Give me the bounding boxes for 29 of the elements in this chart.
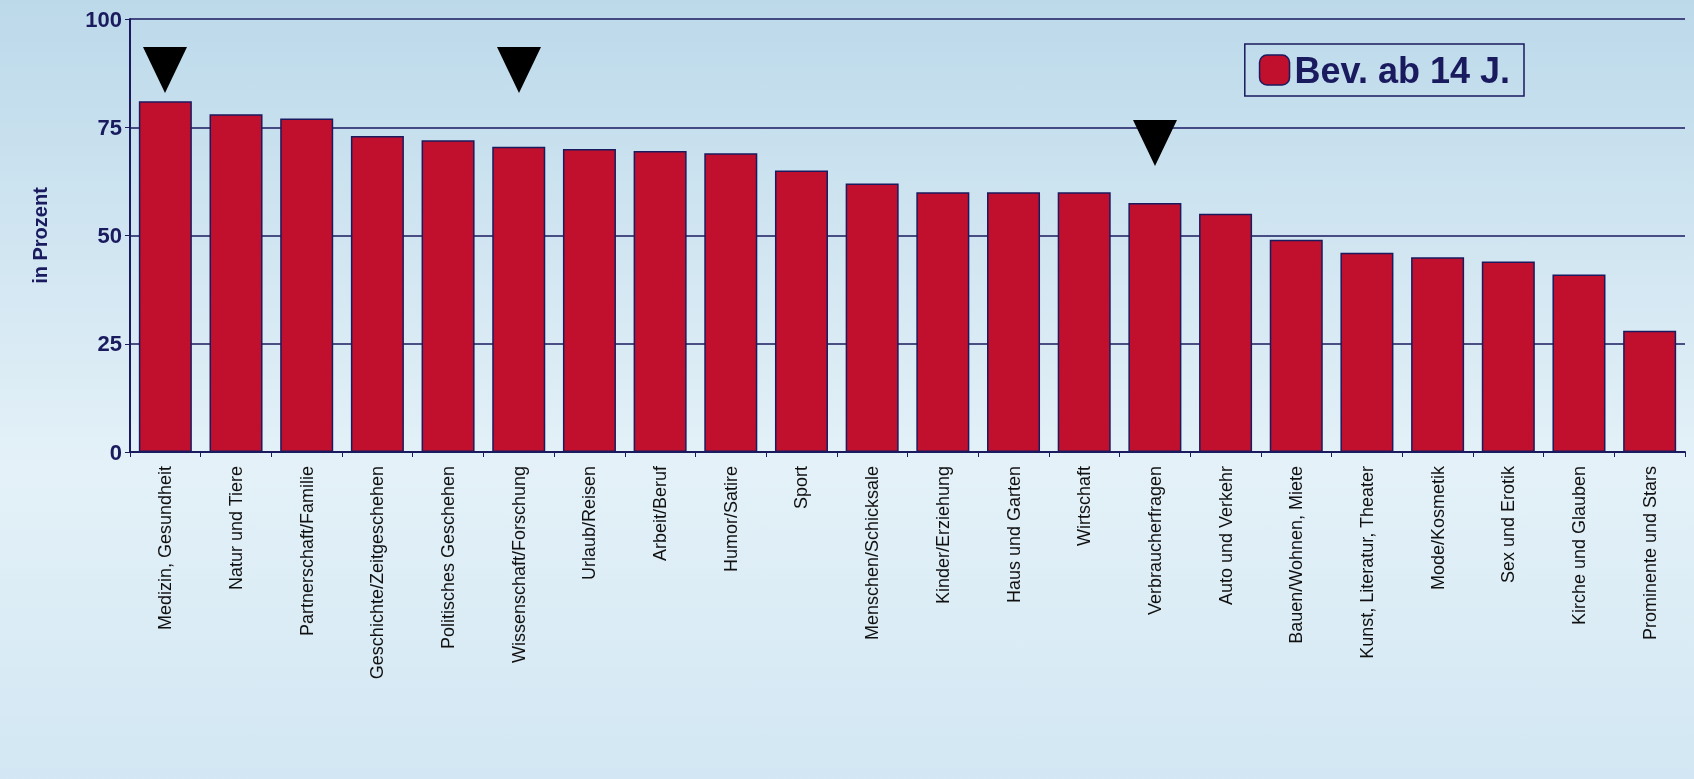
x-tick-label: Sex und Erotik <box>1498 465 1519 584</box>
x-tick-label: Kirche und Glauben <box>1568 466 1589 626</box>
x-tick-label: Partnerschaft/Familie <box>296 466 317 637</box>
y-tick-label: 25 <box>97 331 122 357</box>
x-tick-label: Auto und Verkehr <box>1215 466 1236 606</box>
x-tick-label: Mode/Kosmetik <box>1427 465 1448 591</box>
y-tick-label: 0 <box>109 439 122 465</box>
x-tick-label: Menschen/Schicksale <box>862 466 883 641</box>
x-tick-label: Kunst, Literatur, Theater <box>1356 466 1377 659</box>
legend-label: Bev. ab 14 J. <box>1294 49 1511 91</box>
y-axis-title: in Prozent <box>29 186 51 284</box>
y-tick-label: 50 <box>97 223 122 248</box>
x-tick-label: Prominente und Stars <box>1639 466 1660 641</box>
y-tick-label: 100 <box>85 6 122 32</box>
x-tick-label: Verbraucherfragen <box>1144 466 1165 616</box>
x-tick-label: Urlaub/Reisen <box>579 466 600 581</box>
x-tick-label: Natur und Tiere <box>226 466 247 591</box>
x-tick-label: Bauen/Wohnen, Miete <box>1286 466 1307 644</box>
x-tick-label: Arbeit/Beruf <box>650 465 671 562</box>
x-tick-label: Wirtschaft <box>1074 466 1095 547</box>
x-tick-label: Geschichte/Zeitgeschehen <box>367 466 388 680</box>
x-tick-label: Medizin, Gesundheit <box>155 466 176 631</box>
x-tick-label: Haus und Garten <box>1003 466 1024 604</box>
x-tick-label: Wissenschaft/Forschung <box>508 466 529 664</box>
y-tick-label: 75 <box>97 114 122 140</box>
x-tick-label: Politisches Geschehen <box>438 466 459 650</box>
x-tick-label: Sport <box>791 466 812 510</box>
x-tick-label: Kinder/Erziehung <box>932 466 953 605</box>
x-tick-label: Humor/Satire <box>720 466 741 573</box>
